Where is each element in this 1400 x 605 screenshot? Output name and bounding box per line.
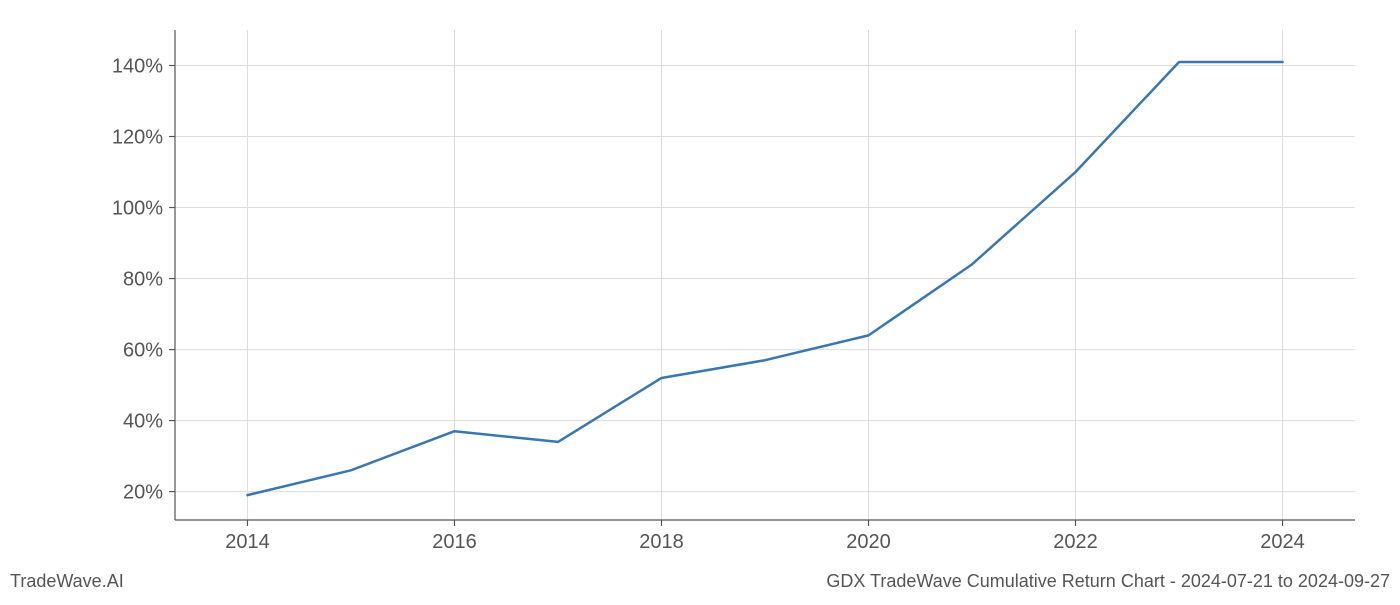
svg-text:2016: 2016 bbox=[432, 531, 477, 553]
svg-text:40%: 40% bbox=[123, 411, 163, 433]
line-chart: 2014 2016 2018 2020 2022 2024 20% 40% 60% 80% 100%… bbox=[0, 0, 1400, 600]
svg-text:140%: 140% bbox=[112, 56, 163, 78]
svg-text:100%: 100% bbox=[112, 198, 163, 220]
svg-text:2022: 2022 bbox=[1053, 531, 1098, 553]
svg-text:2020: 2020 bbox=[846, 531, 891, 553]
svg-text:80%: 80% bbox=[123, 269, 163, 291]
svg-text:20%: 20% bbox=[123, 482, 163, 504]
chart-container: 2014 2016 2018 2020 2022 2024 20% 40% 60% 80% 100%… bbox=[0, 0, 1400, 600]
svg-text:2018: 2018 bbox=[639, 531, 684, 553]
footer-brand: TradeWave.AI bbox=[10, 571, 124, 592]
footer-caption: GDX TradeWave Cumulative Return Chart - … bbox=[826, 571, 1390, 592]
svg-text:2014: 2014 bbox=[225, 531, 270, 553]
svg-text:2024: 2024 bbox=[1260, 531, 1305, 553]
svg-text:60%: 60% bbox=[123, 340, 163, 362]
svg-text:120%: 120% bbox=[112, 127, 163, 149]
